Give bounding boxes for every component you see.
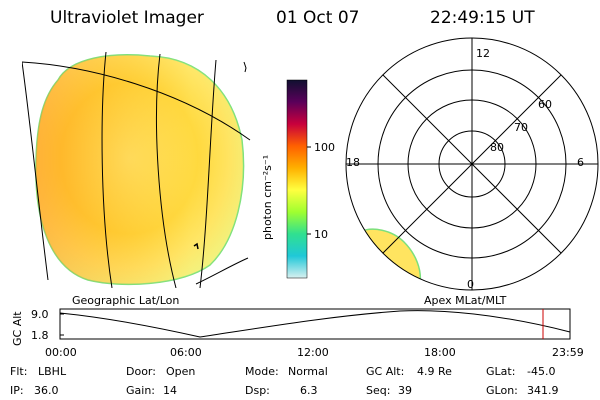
flt-value: LBHL xyxy=(38,365,67,378)
colorbar-unit-label: photon cm⁻²s⁻¹ xyxy=(261,154,274,240)
gain-value: 14 xyxy=(163,384,177,397)
geographic-panel-label: Geographic Lat/Lon xyxy=(72,294,180,307)
flt-label: Flt: xyxy=(10,365,28,378)
ip-value: 36.0 xyxy=(34,384,59,397)
mlt-label-18: 18 xyxy=(346,156,360,169)
timeline-xtick-label: 12:00 xyxy=(297,346,329,359)
polar-diagonal xyxy=(382,74,562,254)
gc-alt-label: GC Alt: xyxy=(366,365,405,378)
colorbar-tick-label-10: 10 xyxy=(314,228,328,241)
earth-disk-shading xyxy=(35,54,244,285)
timeline-ytick-label-1-8: 1.8 xyxy=(31,329,49,342)
timeline-xtick-label: 23:59 xyxy=(552,346,584,359)
lat-line xyxy=(22,61,251,141)
mlat-label-80: 80 xyxy=(490,141,504,154)
timeline-xtick-label: 06:00 xyxy=(170,346,202,359)
lon-line xyxy=(101,51,113,288)
mlat-label-60: 60 xyxy=(538,98,552,111)
polar-plot xyxy=(345,37,599,291)
colorbar xyxy=(286,79,308,279)
app-title: Ultraviolet Imager xyxy=(50,8,204,28)
apex-panel-label: Apex MLat/MLT xyxy=(424,294,507,307)
mlat-label-70: 70 xyxy=(514,121,528,134)
lon-line xyxy=(22,61,49,281)
header-time: 22:49:15 UT xyxy=(430,8,535,28)
mode-label: Mode: xyxy=(245,365,279,378)
lat-line xyxy=(195,257,249,285)
geographic-image xyxy=(22,51,251,288)
seq-value: 39 xyxy=(398,384,412,397)
lon-line xyxy=(156,53,177,288)
header-date: 01 Oct 07 xyxy=(276,8,360,28)
timeline-xtick-label: 18:00 xyxy=(424,346,456,359)
ip-label: IP: xyxy=(10,384,24,397)
timeline-xtick-label: 00:00 xyxy=(45,346,77,359)
glon-label: GLon: xyxy=(486,384,518,397)
dsp-label: Dsp: xyxy=(245,384,270,397)
coastline xyxy=(243,61,247,73)
dsp-value: 6.3 xyxy=(300,384,318,397)
timeline-ytick-label-9: 9.0 xyxy=(31,308,49,321)
mlt-label-0: 0 xyxy=(467,278,474,291)
mode-value: Normal xyxy=(288,365,328,378)
timeline-altitude-curve xyxy=(59,310,571,338)
door-value: Open xyxy=(166,365,196,378)
door-label: Door: xyxy=(126,365,156,378)
seq-label: Seq: xyxy=(366,384,391,397)
gc-alt-value: 4.9 Re xyxy=(417,365,452,378)
glon-value: 341.9 xyxy=(527,384,559,397)
lon-line xyxy=(199,59,217,288)
mlt-label-6: 6 xyxy=(577,156,584,169)
glat-value: -45.0 xyxy=(527,365,556,378)
glat-label: GLat: xyxy=(486,365,516,378)
timeline-frame xyxy=(59,308,571,340)
coastline xyxy=(193,242,199,250)
timeline-y-label: GC Alt xyxy=(11,311,24,346)
colorbar-tick-label-100: 100 xyxy=(314,141,335,154)
gain-label: Gain: xyxy=(126,384,155,397)
mlt-label-12: 12 xyxy=(476,47,490,60)
